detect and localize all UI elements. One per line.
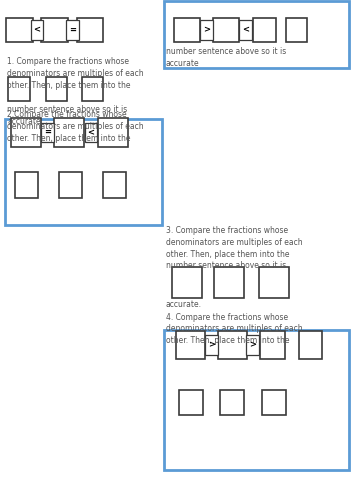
FancyBboxPatch shape [258, 267, 289, 298]
Text: <: < [242, 26, 249, 35]
FancyBboxPatch shape [85, 122, 97, 142]
Text: 2.Compare the fractions whose
denominators are multiples of each
other. Then, pl: 2.Compare the fractions whose denominato… [7, 110, 144, 142]
FancyBboxPatch shape [6, 18, 32, 42]
FancyBboxPatch shape [246, 335, 259, 355]
FancyBboxPatch shape [179, 390, 203, 415]
Text: 4. Compare the fractions whose
denominators are multiples of each
other. Then, p: 4. Compare the fractions whose denominat… [166, 312, 303, 345]
FancyBboxPatch shape [11, 118, 42, 147]
FancyBboxPatch shape [82, 77, 103, 101]
FancyBboxPatch shape [262, 390, 286, 415]
FancyBboxPatch shape [253, 18, 276, 42]
FancyBboxPatch shape [77, 18, 103, 42]
Text: number sentence above so it is
accurate.: number sentence above so it is accurate. [7, 105, 127, 126]
FancyBboxPatch shape [8, 77, 30, 101]
FancyBboxPatch shape [286, 18, 307, 42]
Text: >: > [203, 26, 210, 35]
Text: 1. Compare the fractions whose
denominators are multiples of each
other. Then, p: 1. Compare the fractions whose denominat… [7, 57, 144, 90]
FancyBboxPatch shape [54, 118, 84, 147]
Text: >: > [208, 340, 215, 349]
FancyBboxPatch shape [15, 172, 38, 198]
FancyBboxPatch shape [200, 20, 213, 40]
FancyBboxPatch shape [218, 332, 247, 359]
FancyBboxPatch shape [41, 122, 54, 142]
FancyBboxPatch shape [59, 172, 82, 198]
Text: number sentence above so it is
accurate: number sentence above so it is accurate [166, 48, 286, 68]
Text: 3. Compare the fractions whose
denominators are multiples of each
other. Then, p: 3. Compare the fractions whose denominat… [166, 226, 303, 270]
FancyBboxPatch shape [205, 335, 218, 355]
FancyBboxPatch shape [174, 18, 201, 42]
FancyBboxPatch shape [213, 18, 239, 42]
FancyBboxPatch shape [98, 118, 128, 147]
FancyBboxPatch shape [299, 332, 322, 359]
FancyBboxPatch shape [31, 20, 43, 40]
FancyBboxPatch shape [215, 267, 245, 298]
FancyBboxPatch shape [46, 77, 67, 101]
FancyBboxPatch shape [220, 390, 244, 415]
FancyBboxPatch shape [176, 332, 205, 359]
FancyBboxPatch shape [103, 172, 126, 198]
Text: <: < [88, 128, 94, 137]
FancyBboxPatch shape [172, 267, 202, 298]
Text: <: < [34, 26, 41, 35]
FancyBboxPatch shape [42, 18, 68, 42]
FancyBboxPatch shape [66, 20, 79, 40]
Text: accurate.: accurate. [166, 300, 202, 309]
Text: >: > [249, 340, 256, 349]
Text: =: = [44, 128, 51, 137]
Text: =: = [69, 26, 76, 35]
FancyBboxPatch shape [239, 20, 252, 40]
FancyBboxPatch shape [260, 332, 285, 359]
